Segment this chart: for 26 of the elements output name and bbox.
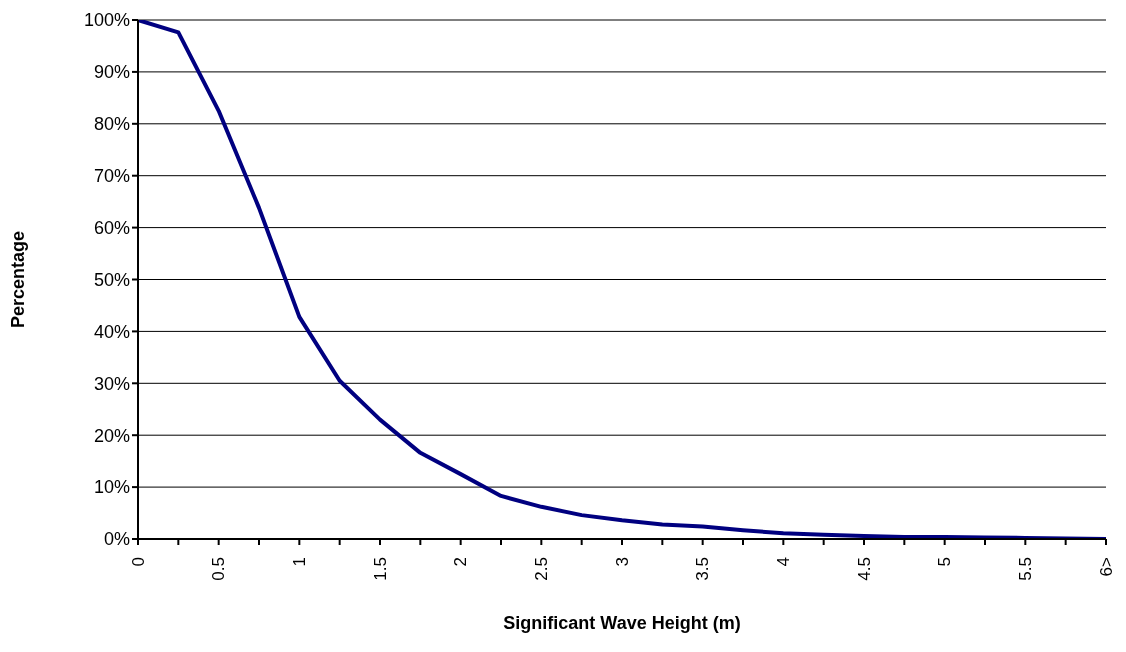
y-tick-label: 60% (93, 217, 130, 238)
y-tick-label: 20% (93, 425, 130, 446)
y-tick-label: 80% (93, 114, 130, 135)
y-tick-label: 40% (93, 321, 130, 342)
x-axis-title: Significant Wave Height (m) (503, 613, 741, 633)
x-tick-label: 5 (935, 557, 955, 567)
y-tick-label: 70% (93, 166, 130, 187)
x-tick-label: 4 (773, 557, 793, 567)
y-axis-title: Percentage (8, 230, 29, 329)
x-tick-label: 0 (128, 557, 148, 567)
x-tick-label: 4.5 (854, 557, 874, 581)
x-tick-label: 3.5 (693, 557, 713, 581)
y-tick-label: 50% (93, 269, 130, 290)
x-tick-label: 1.5 (370, 557, 390, 581)
y-tick-label: 100% (83, 10, 130, 31)
x-tick-label: 6> (1096, 556, 1116, 577)
y-tick-label: 30% (93, 373, 130, 394)
x-tick-label: 0.5 (209, 557, 229, 581)
x-tick-label: 3 (612, 557, 632, 567)
x-tick-label: 2.5 (531, 557, 551, 581)
y-tick-label: 90% (93, 62, 130, 83)
x-tick-label: 2 (451, 557, 471, 567)
y-tick-label: 10% (93, 477, 130, 498)
y-tick-label: 0% (103, 529, 130, 550)
x-tick-label: 5.5 (1015, 557, 1035, 581)
x-tick-label: 1 (289, 557, 309, 567)
